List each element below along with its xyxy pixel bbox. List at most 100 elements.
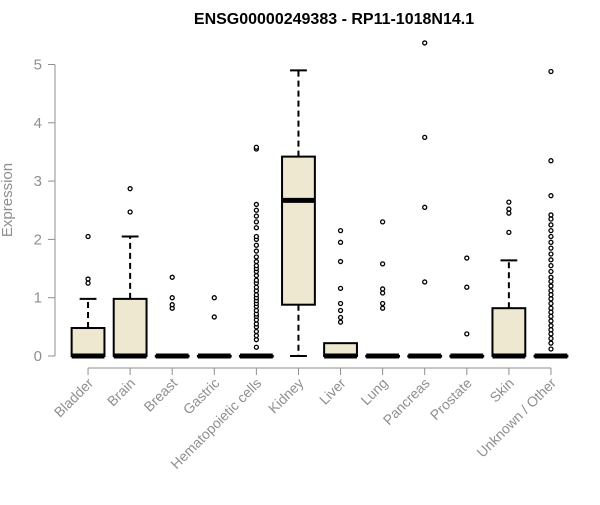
outlier-point bbox=[253, 248, 260, 254]
outlier-point bbox=[548, 245, 554, 251]
outlier-point bbox=[337, 314, 344, 321]
outlier-point bbox=[169, 274, 175, 280]
outlier-point bbox=[127, 209, 133, 215]
outlier-point bbox=[253, 332, 260, 339]
box-group bbox=[196, 295, 232, 359]
outlier-point bbox=[85, 233, 91, 240]
outlier-point bbox=[548, 268, 554, 275]
outlier-point bbox=[169, 302, 175, 308]
y-axis: 0 1 2 3 4 5 bbox=[34, 57, 56, 365]
outlier-point bbox=[379, 261, 386, 267]
outlier-point bbox=[85, 280, 91, 286]
outlier-point bbox=[548, 158, 554, 164]
outlier-point bbox=[464, 284, 470, 290]
box-group bbox=[407, 40, 443, 359]
outlier-point bbox=[253, 321, 260, 327]
outlier-point bbox=[548, 274, 554, 280]
outlier-point bbox=[127, 186, 133, 192]
outlier-point bbox=[548, 288, 554, 294]
outlier-point bbox=[422, 204, 428, 210]
outlier-point bbox=[506, 206, 512, 212]
outlier-point bbox=[337, 258, 344, 265]
outlier-point bbox=[548, 239, 554, 245]
outlier-point bbox=[253, 292, 260, 298]
outlier-point bbox=[548, 193, 554, 199]
outlier-point bbox=[422, 134, 428, 141]
boxes-layer bbox=[70, 40, 569, 359]
y-tick-label: 3 bbox=[34, 173, 42, 190]
y-tick-label: 5 bbox=[34, 57, 42, 74]
outlier-point bbox=[379, 286, 386, 292]
outlier-point bbox=[253, 258, 260, 265]
x-tick-label: Brain bbox=[104, 375, 138, 409]
outlier-point bbox=[169, 295, 175, 301]
outlier-point bbox=[253, 328, 260, 335]
outlier-point bbox=[548, 212, 554, 218]
outlier-point bbox=[506, 199, 512, 205]
outlier-point bbox=[337, 300, 344, 307]
box-group bbox=[154, 274, 190, 359]
outlier-point bbox=[253, 213, 260, 219]
outlier-point bbox=[548, 216, 554, 222]
outlier-point bbox=[548, 346, 554, 352]
outlier-point bbox=[548, 313, 554, 320]
outlier-point bbox=[379, 305, 386, 311]
outlier-point bbox=[337, 307, 344, 314]
outlier-point bbox=[548, 222, 554, 228]
y-tick-label: 1 bbox=[34, 290, 42, 307]
outlier-point bbox=[337, 319, 344, 325]
outlier-point bbox=[548, 228, 554, 234]
outlier-point bbox=[464, 331, 470, 337]
outlier-point bbox=[253, 254, 260, 260]
y-tick-label: 0 bbox=[34, 348, 42, 365]
x-tick-label: Liver bbox=[316, 375, 349, 408]
outlier-point bbox=[253, 307, 260, 314]
box-group bbox=[323, 228, 358, 359]
outlier-point bbox=[253, 242, 260, 248]
outlier-point bbox=[253, 262, 260, 269]
outlier-point bbox=[548, 305, 554, 311]
x-tick-label: Prostate bbox=[427, 375, 475, 423]
box-group bbox=[281, 69, 316, 357]
x-tick-label: Breast bbox=[140, 375, 180, 415]
outlier-point bbox=[548, 300, 554, 307]
outlier-point bbox=[253, 284, 260, 290]
outlier-point bbox=[337, 239, 344, 245]
box-group bbox=[533, 68, 569, 359]
y-tick-label: 2 bbox=[34, 231, 42, 248]
outlier-point bbox=[548, 296, 554, 302]
outlier-point bbox=[379, 300, 386, 307]
outlier-point bbox=[548, 68, 554, 75]
box-iqr bbox=[112, 297, 148, 357]
outlier-point bbox=[548, 278, 554, 285]
x-tick-label: Lung bbox=[357, 375, 390, 408]
outlier-point bbox=[506, 229, 512, 236]
outlier-point bbox=[464, 255, 470, 261]
x-tick-label: Skin bbox=[486, 375, 517, 406]
outlier-point bbox=[422, 279, 428, 285]
outlier-point bbox=[253, 201, 260, 208]
outlier-point bbox=[548, 257, 554, 263]
outlier-point bbox=[548, 318, 554, 324]
outlier-point bbox=[337, 285, 344, 292]
outlier-point bbox=[548, 340, 554, 346]
outlier-point bbox=[548, 331, 554, 337]
outlier-point bbox=[253, 144, 260, 150]
outlier-point bbox=[548, 283, 554, 289]
outlier-point bbox=[548, 251, 554, 257]
box-group bbox=[449, 255, 485, 359]
outlier-point bbox=[548, 292, 554, 298]
outlier-point bbox=[548, 335, 554, 342]
chart-title: ENSG00000249383 - RP11-1018N14.1 bbox=[194, 11, 474, 28]
outlier-point bbox=[253, 225, 260, 231]
outlier-point bbox=[253, 277, 260, 283]
outlier-point bbox=[548, 323, 554, 329]
box-iqr bbox=[281, 155, 316, 306]
outlier-point bbox=[379, 290, 386, 296]
outlier-point bbox=[253, 337, 260, 343]
outlier-point bbox=[422, 40, 428, 46]
box-group bbox=[491, 199, 527, 359]
box-group bbox=[238, 144, 274, 359]
